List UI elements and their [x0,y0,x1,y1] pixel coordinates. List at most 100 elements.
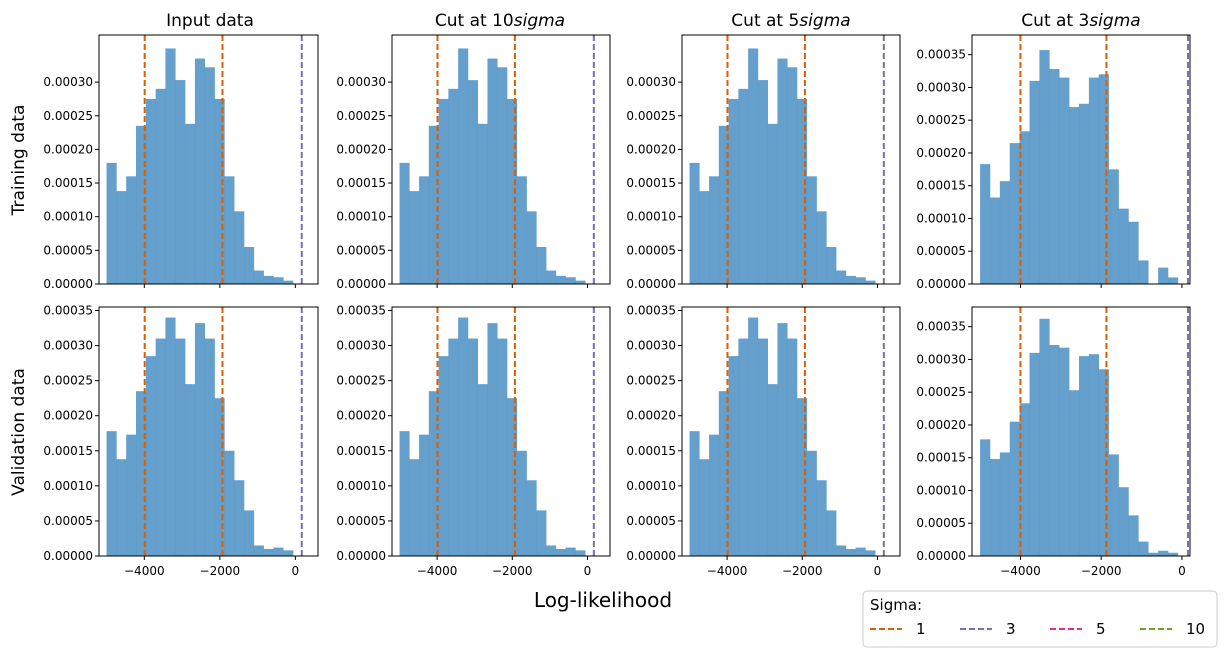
x-tick-label: −4000 [417,564,458,578]
histogram-bar [718,125,729,284]
histogram-bar [155,338,166,556]
histogram-bar [516,450,527,556]
histogram-bar [116,459,127,556]
x-tick-label: −4000 [1000,564,1041,578]
histogram-bar [738,88,749,284]
histogram-bar [497,67,508,284]
subplot-frame [681,34,901,285]
y-tick-label: 0.00010 [43,479,93,493]
subplot-frame [681,306,901,557]
histogram-bar [748,317,759,556]
y-tick-label: 0.00005 [336,514,386,528]
histogram-bar [1098,74,1109,284]
histogram-bar [194,58,206,284]
histogram-bar [263,275,274,284]
histogram-bar [565,547,576,556]
subplot-plot-area [980,307,1189,556]
x-tick-label: −2000 [200,564,241,578]
subplot-training-0: 0.00000 0.00005 0.00010 0.00015 0.00020 0.000… [43,34,319,291]
histogram-bar [467,338,478,556]
histogram-bar [689,162,700,284]
y-tick-label: 0.00025 [336,374,386,388]
histogram-bar [438,356,449,556]
y-tick-label: 0.00000 [43,549,93,563]
y-tick-label: 0.00035 [336,304,386,318]
y-tick-label: 0.00030 [43,75,93,89]
histogram-bar [546,545,557,556]
histogram-bar [428,125,439,284]
histogram-bar [175,80,186,284]
histogram-bar [273,547,284,556]
histogram-bar [477,384,488,556]
column-title-cut-10sigma: Cut at 10sigma [435,11,565,31]
histogram-bar [106,162,117,284]
histogram-bar [845,275,856,284]
subplot-frame [98,306,319,557]
histogram-bar [106,431,117,556]
histogram-bar [1049,69,1060,284]
y-tick-label: 0.00020 [626,409,676,423]
histogram-bar [409,459,420,556]
histogram-bar [253,545,264,556]
histogram-bar [145,98,156,284]
y-tick-label: 0.00000 [916,277,966,291]
legend: Sigma: 1 3 5 10 [862,590,1218,648]
histogram-bar [165,317,176,556]
subplot-plot-area [106,307,303,556]
y-tick-label: 0.00025 [336,109,386,123]
legend-entry-sigma-5: 5 [1050,620,1106,638]
y-tick-label: 0.00000 [626,277,676,291]
histogram-bar [1118,487,1129,556]
histogram-bar [855,547,866,556]
y-tick-label: 0.00030 [336,75,386,89]
y-tick-label: 0.00005 [916,516,966,530]
histogram-bar [1039,318,1050,556]
histogram-bar [728,356,739,556]
y-tick-label: 0.00015 [43,444,93,458]
x-tick-label: −2000 [1081,564,1122,578]
histogram-bar [787,67,798,284]
histogram-bar [1019,403,1030,556]
histogram-bar [507,98,518,284]
histogram-bar [477,123,488,284]
histogram-bar [1069,390,1080,556]
histogram-bar [185,384,196,556]
histogram-bar [448,338,459,556]
legend-entries: 1 3 5 10 [870,620,1205,638]
x-tick-label: 0 [1178,564,1186,578]
histogram-bar [845,548,856,556]
histogram-bar [836,545,847,556]
histogram-bar [738,338,749,556]
legend-entry-sigma-3: 3 [960,620,1016,638]
histogram-bar [865,280,876,284]
histogram-bar [116,191,127,284]
histogram-bar [1158,550,1169,556]
y-tick-label: 0.00010 [916,211,966,225]
histogram-bar [1059,77,1070,284]
y-tick-label: 0.00005 [916,244,966,258]
histogram-bar [1098,369,1109,556]
histogram-bar [1019,131,1030,284]
histogram-bar [204,338,215,556]
histogram-bar [467,80,478,284]
x-tick-label: −2000 [782,564,823,578]
y-tick-label: 0.00025 [916,385,966,399]
y-tick-label: 0.00035 [916,320,966,334]
histogram-bar [283,550,294,556]
histogram-bar [546,270,557,284]
histogram-bar [399,162,410,284]
legend-frame [862,590,1218,648]
histogram-bar [999,452,1011,556]
histogram-bar [1088,354,1100,556]
histogram-bar [767,384,778,556]
histogram-bar [1148,552,1159,556]
subplot-plot-area [399,307,595,556]
subplot-validation-1: 0.00000 0.00005 0.00010 0.00015 0.00020 0.000… [336,304,611,578]
subplot-plot-area [399,35,595,284]
subplot-training-1: 0.00000 0.00005 0.00010 0.00015 0.00020 0.000… [336,34,611,291]
histogram-bar [1158,267,1169,284]
histogram-bar [836,270,847,284]
histogram-bar [526,211,537,284]
y-tick-label: 0.00005 [626,514,676,528]
